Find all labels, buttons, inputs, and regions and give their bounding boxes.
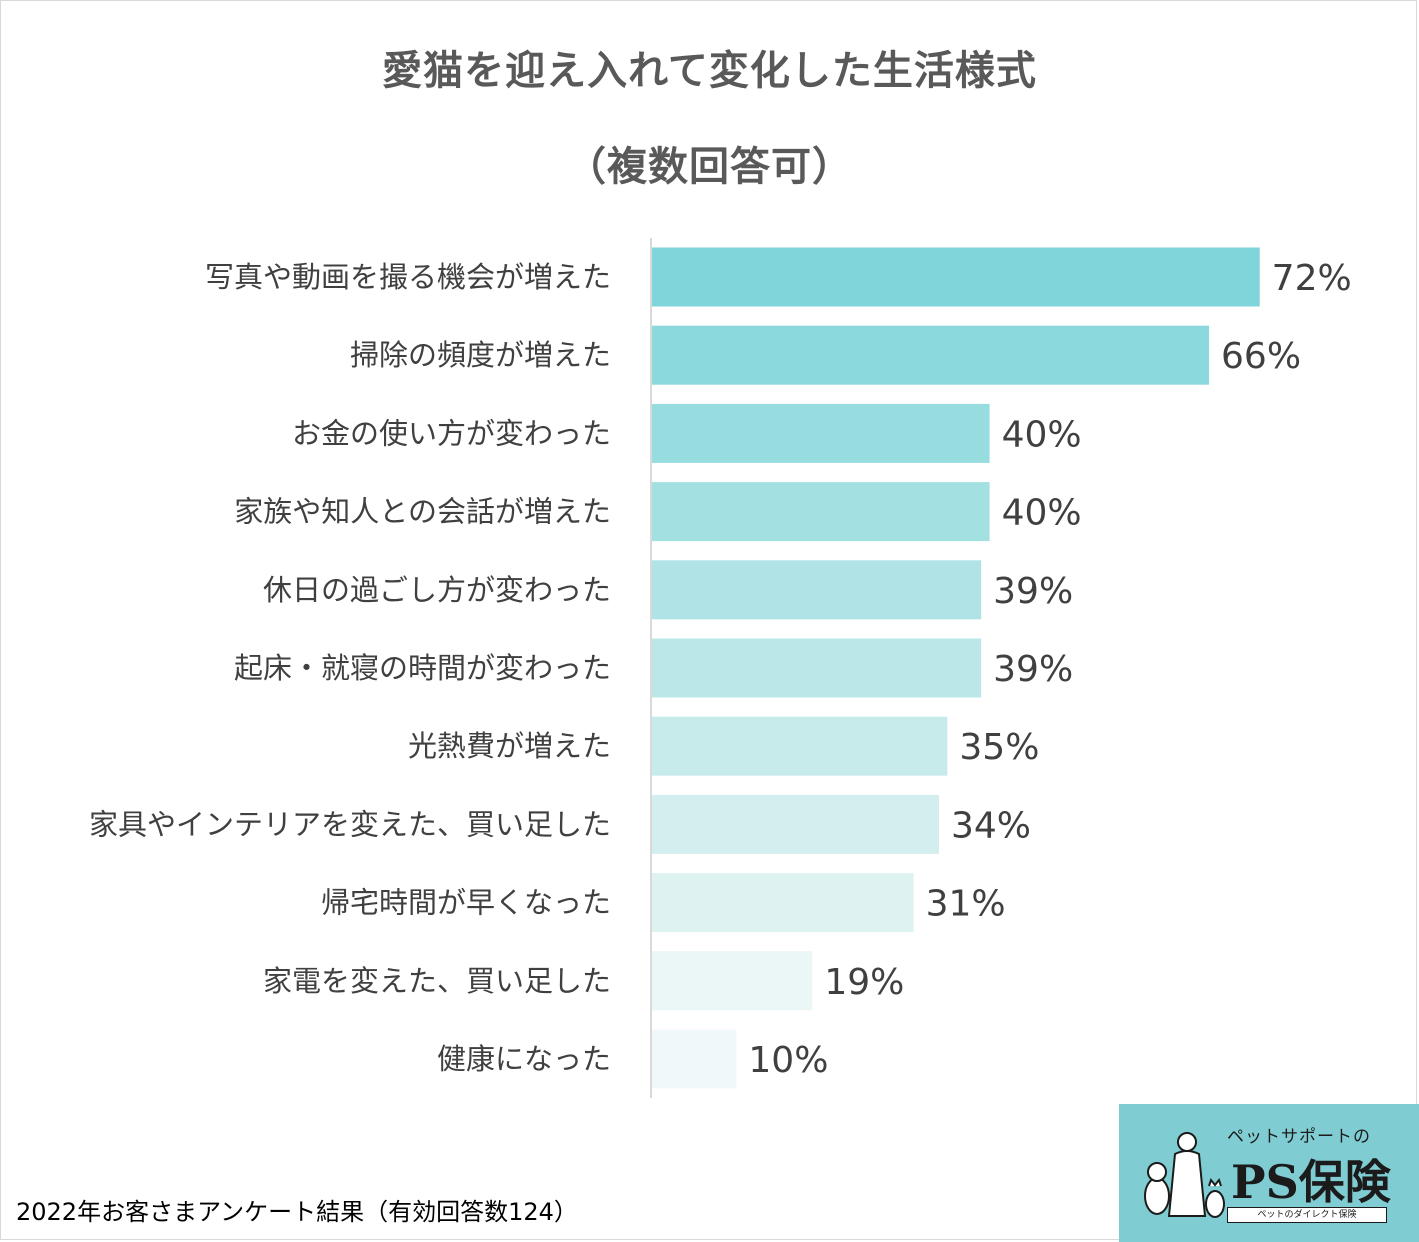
ps-insurance-logo: ペットサポートの PS保険 ペットのダイレクト保険	[1119, 1104, 1419, 1242]
bar	[652, 716, 948, 776]
bar	[652, 638, 982, 698]
category-label: 家具やインテリアを変えた、買い足した	[89, 807, 611, 841]
bar	[652, 482, 990, 542]
value-label: 10%	[748, 1040, 828, 1081]
category-label: 起床・就寝の時間が変わった	[234, 651, 611, 685]
chart-subtitle: （複数回答可）	[566, 144, 853, 190]
value-label: 40%	[1002, 414, 1082, 455]
bar-chart: 写真や動画を撮る機会が増えた 72% 掃除の頻度が増えた 66% お金の使い方が変わった…	[89, 238, 1352, 1098]
value-label: 19%	[824, 962, 904, 1003]
value-label: 39%	[993, 571, 1073, 612]
value-label: 40%	[1002, 493, 1082, 534]
value-label: 72%	[1272, 258, 1352, 299]
category-label: 休日の過ごし方が変わった	[263, 573, 611, 607]
survey-footnote: 2022年お客さまアンケート結果（有効回答数124）	[16, 1198, 578, 1226]
bar	[652, 247, 1260, 307]
logo-tagline: ペットサポートの	[1227, 1127, 1371, 1147]
category-label: 健康になった	[437, 1042, 611, 1076]
bar	[652, 951, 813, 1011]
value-label: 35%	[959, 727, 1039, 768]
category-label: 家電を変えた、買い足した	[263, 964, 611, 998]
bar	[652, 325, 1210, 385]
category-label: 帰宅時間が早くなった	[321, 886, 611, 920]
bar	[652, 1029, 737, 1089]
category-label: 家族や知人との会話が増えた	[234, 495, 611, 529]
value-label: 31%	[926, 884, 1006, 925]
category-label: 掃除の頻度が増えた	[350, 338, 611, 372]
chart-title: 愛猫を迎え入れて変化した生活様式	[382, 48, 1037, 94]
category-label: 光熱費が増えた	[408, 729, 611, 763]
bar	[652, 560, 982, 620]
bar	[652, 873, 914, 933]
value-label: 39%	[993, 649, 1073, 690]
value-label: 66%	[1221, 336, 1301, 377]
logo-name: PS保険	[1231, 1155, 1391, 1209]
value-label: 34%	[951, 805, 1031, 846]
category-label: 写真や動画を撮る機会が増えた	[205, 260, 611, 294]
logo-subtitle: ペットのダイレクト保険	[1227, 1207, 1387, 1223]
pet-owner-illustration-icon	[1144, 1132, 1225, 1218]
category-label: お金の使い方が変わった	[292, 416, 611, 450]
bar	[652, 403, 990, 463]
bar	[652, 794, 939, 854]
